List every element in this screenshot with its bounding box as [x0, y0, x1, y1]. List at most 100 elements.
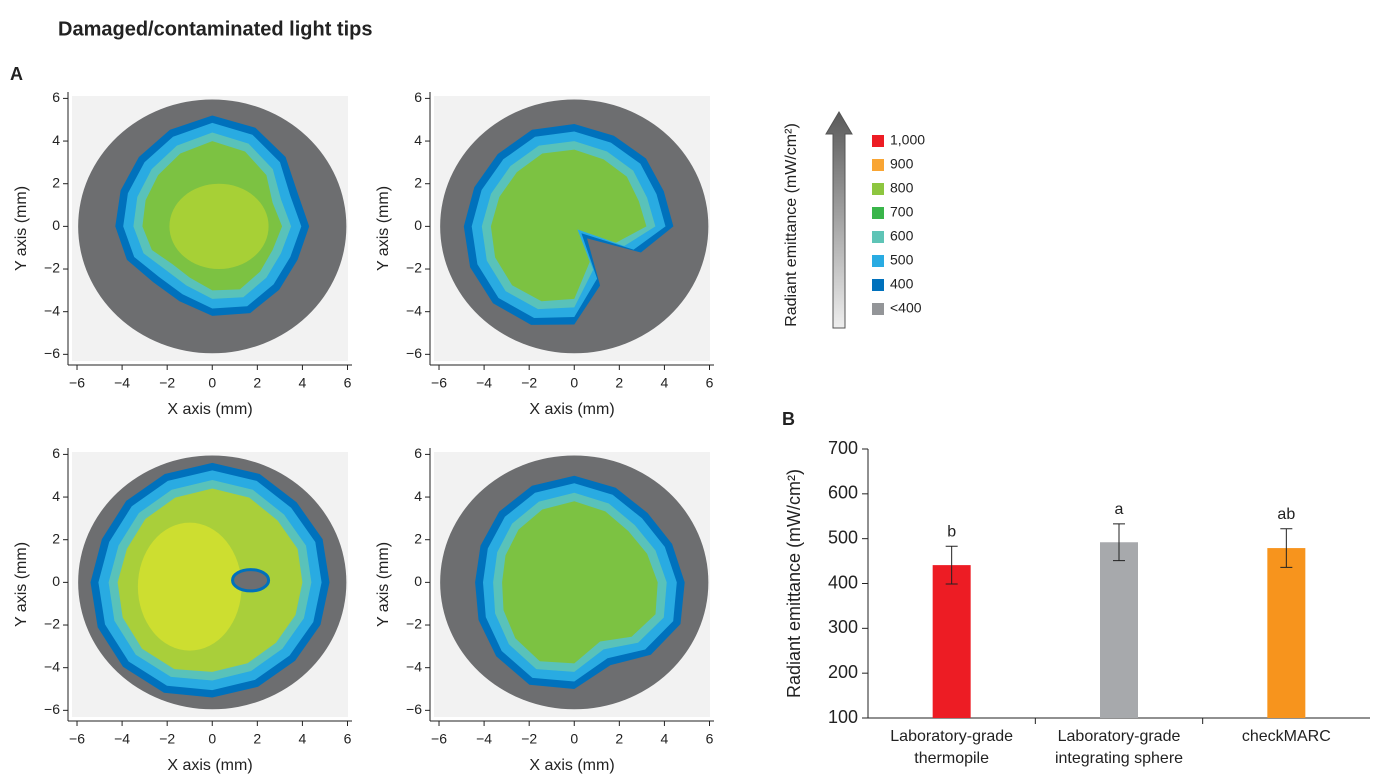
legend-label: 900 [890, 156, 914, 172]
x-tick-label: 6 [706, 375, 714, 391]
x-axis-label: X axis (mm) [167, 757, 252, 774]
significance-letter: a [1115, 501, 1124, 518]
x-tick-label: −4 [476, 731, 492, 747]
y-tick-label: 2 [414, 174, 422, 190]
legend-swatch [872, 183, 884, 195]
y-tick-label: −4 [406, 302, 422, 318]
y-tick-label: 6 [414, 89, 422, 105]
beam-hole [233, 570, 269, 591]
y-tick-label: 700 [828, 438, 858, 458]
x-axis-label: X axis (mm) [529, 401, 614, 418]
y-tick-label: 0 [414, 573, 422, 589]
x-tick-label-box: Laboratory-grade thermopile [867, 726, 1037, 776]
x-tick-label: −4 [476, 375, 492, 391]
x-tick-label-box: Laboratory-grade integrating sphere [1034, 726, 1204, 776]
y-tick-label: 0 [52, 573, 60, 589]
figure-title: Damaged/contaminated light tips [58, 18, 372, 40]
bar [1267, 548, 1305, 718]
x-tick-label: −2 [159, 731, 175, 747]
x-tick-label: −6 [69, 731, 85, 747]
x-tick-label: Laboratory-grade integrating sphere [1034, 726, 1204, 770]
figure: Damaged/contaminated light tips A B Radi… [0, 0, 1375, 778]
y-tick-label: 6 [52, 89, 60, 105]
y-tick-label: −6 [44, 701, 60, 717]
legend-swatch [872, 303, 884, 315]
x-tick-label: 2 [615, 731, 623, 747]
y-tick-label: 0 [52, 217, 60, 233]
y-tick-label: 200 [828, 662, 858, 682]
y-tick-label: 300 [828, 617, 858, 637]
x-tick-label-box: checkMARC [1201, 726, 1371, 776]
x-tick-label: 2 [253, 375, 261, 391]
y-tick-label: −2 [44, 616, 60, 632]
legend-swatch [872, 279, 884, 291]
x-tick-label: 2 [615, 375, 623, 391]
legend-swatch [872, 135, 884, 147]
legend-label: 600 [890, 228, 914, 244]
x-tick-label: Laboratory-grade thermopile [867, 726, 1037, 770]
x-tick-label: 0 [570, 731, 578, 747]
x-axis-label: X axis (mm) [529, 757, 614, 774]
y-tick-label: 4 [52, 488, 60, 504]
bar [933, 565, 971, 718]
y-tick-label: 2 [414, 530, 422, 546]
y-axis-label: Radiant emittance (mW/cm²) [784, 469, 804, 698]
x-tick-label: −6 [431, 731, 447, 747]
y-tick-label: 400 [828, 572, 858, 592]
y-tick-label: 6 [414, 445, 422, 461]
y-tick-label: 4 [414, 132, 422, 148]
y-tick-label: 0 [414, 217, 422, 233]
y-tick-label: −2 [406, 260, 422, 276]
y-axis-label: Y axis (mm) [13, 542, 30, 627]
y-tick-label: −4 [44, 302, 60, 318]
x-tick-label: 4 [661, 731, 669, 747]
panel-label: A [10, 64, 23, 84]
y-tick-label: −2 [406, 616, 422, 632]
y-tick-label: −6 [44, 345, 60, 361]
y-tick-label: −6 [406, 345, 422, 361]
x-tick-label: 4 [299, 375, 307, 391]
y-tick-label: 6 [52, 445, 60, 461]
y-tick-label: −4 [44, 658, 60, 674]
legend-label: 800 [890, 180, 914, 196]
significance-letter: b [947, 524, 956, 541]
y-tick-label: 4 [52, 132, 60, 148]
x-axis-label: X axis (mm) [167, 401, 252, 418]
legend-swatch [872, 255, 884, 267]
x-tick-label: 0 [570, 375, 578, 391]
y-axis-label: Y axis (mm) [375, 186, 392, 271]
legend-label: 700 [890, 204, 914, 220]
legend-label: 500 [890, 252, 914, 268]
y-tick-label: −2 [44, 260, 60, 276]
legend-swatch [872, 207, 884, 219]
beam-hotspot [138, 523, 242, 651]
panel-label: B [782, 409, 795, 429]
x-tick-label: −6 [69, 375, 85, 391]
y-tick-label: 500 [828, 527, 858, 547]
y-axis-label: Y axis (mm) [375, 542, 392, 627]
x-tick-label: 4 [661, 375, 669, 391]
legend-label: 1,000 [890, 132, 925, 148]
legend-label: <400 [890, 300, 922, 316]
x-tick-label: 6 [344, 731, 352, 747]
x-tick-label: 4 [299, 731, 307, 747]
colorbar-arrow [826, 112, 852, 328]
legend-label: 400 [890, 276, 914, 292]
x-tick-label: −2 [521, 375, 537, 391]
x-tick-label: −6 [431, 375, 447, 391]
x-tick-label: −4 [114, 375, 130, 391]
x-tick-label: 6 [706, 731, 714, 747]
y-tick-label: −6 [406, 701, 422, 717]
page: Damaged/contaminated light tips A B Radi… [0, 0, 1375, 778]
legend-swatch [872, 231, 884, 243]
x-tick-label: −2 [159, 375, 175, 391]
x-tick-label: 0 [208, 375, 216, 391]
x-tick-label: 2 [253, 731, 261, 747]
x-tick-label: 0 [208, 731, 216, 747]
colorbar-label: Radiant emittance (mW/cm²) [783, 123, 800, 327]
y-tick-label: 100 [828, 707, 858, 727]
y-tick-label: 4 [414, 488, 422, 504]
significance-letter: ab [1277, 506, 1295, 523]
beam-hotspot [169, 184, 268, 269]
x-tick-label: −2 [521, 731, 537, 747]
